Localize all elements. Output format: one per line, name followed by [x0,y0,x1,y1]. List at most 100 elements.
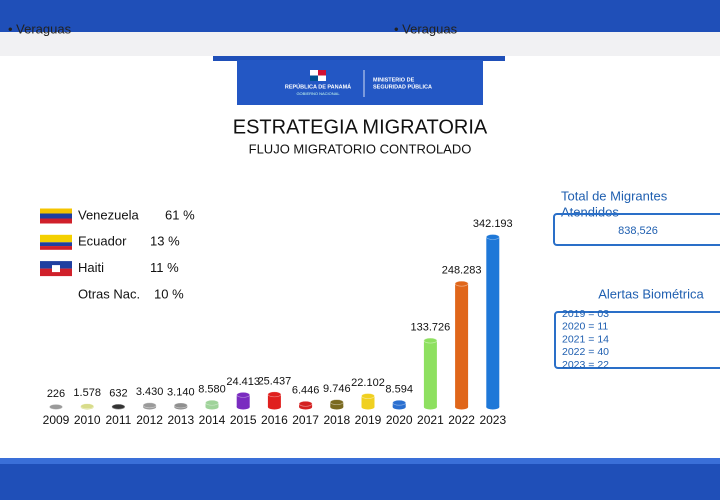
bar-top [392,399,407,406]
value-label: 133.726 [411,321,451,333]
bar-top [49,404,63,410]
bar [486,237,500,407]
legend-label: Venezuela [78,207,139,222]
x-tick-label: 2013 [167,413,194,427]
header-text: SEGURIDAD PÚBLICA [373,83,432,90]
bar [423,340,437,407]
flag-part [310,75,318,81]
alert-line: 2019 = 03 [562,308,609,320]
legend-label: Haiti [78,260,104,275]
bar-top [329,399,344,405]
bar-base [392,404,406,410]
alert-line: 2023 = 22 [562,359,609,371]
bar [361,396,375,407]
bar-top [142,402,157,409]
bar [236,394,250,407]
value-label: 25.437 [258,375,292,387]
x-tick-label: 2020 [386,413,413,427]
x-tick-label: 2017 [292,413,319,427]
total-box [553,213,720,246]
strip-text: • Veraguas [8,21,72,36]
value-label: 1.578 [73,387,101,399]
flag-part [40,218,72,224]
value-label: 226 [47,388,65,400]
flag-part [40,242,72,247]
x-tick-label: 2014 [199,413,226,427]
chart-subtitle: FLUJO MIGRATORIO CONTROLADO [249,141,472,156]
header-text: GOBIERNO NACIONAL [296,91,340,96]
flag-part [40,268,72,277]
legend-label: Ecuador [78,234,127,249]
bar-top [236,392,250,398]
bar-base [330,404,344,410]
bar-top [454,280,469,287]
value-label: 24.413 [226,376,260,388]
header-text: REPÚBLICA DE PANAMÁ [285,83,351,90]
value-label: 6.446 [292,385,320,397]
x-tick-label: 2019 [355,413,382,427]
value-label: 632 [109,388,127,400]
value-label: 342.193 [473,218,513,230]
flag-part [40,246,72,250]
header-text: MINISTERIO DE [373,77,415,83]
x-tick-label: 2016 [261,413,288,427]
header-banner [237,60,483,105]
bar [267,394,281,407]
bar-top [205,399,219,406]
header-line [213,56,505,61]
bar-base [267,404,281,410]
flag-part [52,265,60,273]
bar-base [455,404,469,410]
bottom-band-edge [0,458,720,464]
total-value: 838,526 [618,225,658,237]
x-tick-label: 2015 [230,413,257,427]
value-label: 9.746 [323,383,351,395]
value-label: 8.594 [385,384,413,396]
x-tick-label: 2012 [136,413,163,427]
x-tick-label: 2010 [74,413,101,427]
bar-base [205,404,219,410]
value-label: 22.102 [351,377,385,389]
flag-part [40,213,72,219]
panel-title: Atendidos [561,204,619,219]
x-tick-label: 2018 [323,413,350,427]
flag-part [40,234,72,243]
bar-top [298,400,313,407]
alerts-box [554,311,720,369]
bottom-band [0,458,720,500]
strip-text: • Veraguas [394,21,458,36]
value-label: 248.283 [442,265,482,277]
x-tick-label: 2022 [448,413,475,427]
value-label: 3.430 [136,386,164,398]
bar-top [80,403,94,410]
flag-part [40,261,72,269]
top-strip [0,32,720,56]
legend-label: Otras Nac. [78,286,140,301]
value-label: 3.140 [167,386,195,398]
x-tick-label: 2023 [479,413,506,427]
alert-line: 2022 = 40 [562,346,609,358]
panel-title: Total de Migrantes [561,188,668,203]
bar-top [485,234,500,240]
bar-base [486,404,500,410]
bar-base [361,404,375,410]
legend-share: 61 % [165,207,195,222]
bar-base [423,404,437,410]
bar-top [361,393,375,399]
x-tick-label: 2011 [105,413,131,427]
panel-title: Alertas Biométrica [598,286,704,301]
legend-share: 10 % [154,286,184,301]
bar [455,283,469,407]
bar-top [174,402,188,409]
x-tick-label: 2021 [417,413,444,427]
alert-line: 2020 = 11 [562,321,608,333]
legend-share: 11 % [150,260,179,275]
flag-part [40,208,72,214]
bar-top [423,337,438,344]
top-band [0,0,720,34]
value-label: 8.580 [198,384,226,396]
bar-base [236,404,250,410]
flag-part [318,70,326,76]
bar-top [267,391,282,398]
chart-title: ESTRATEGIA MIGRATORIA [233,116,488,138]
